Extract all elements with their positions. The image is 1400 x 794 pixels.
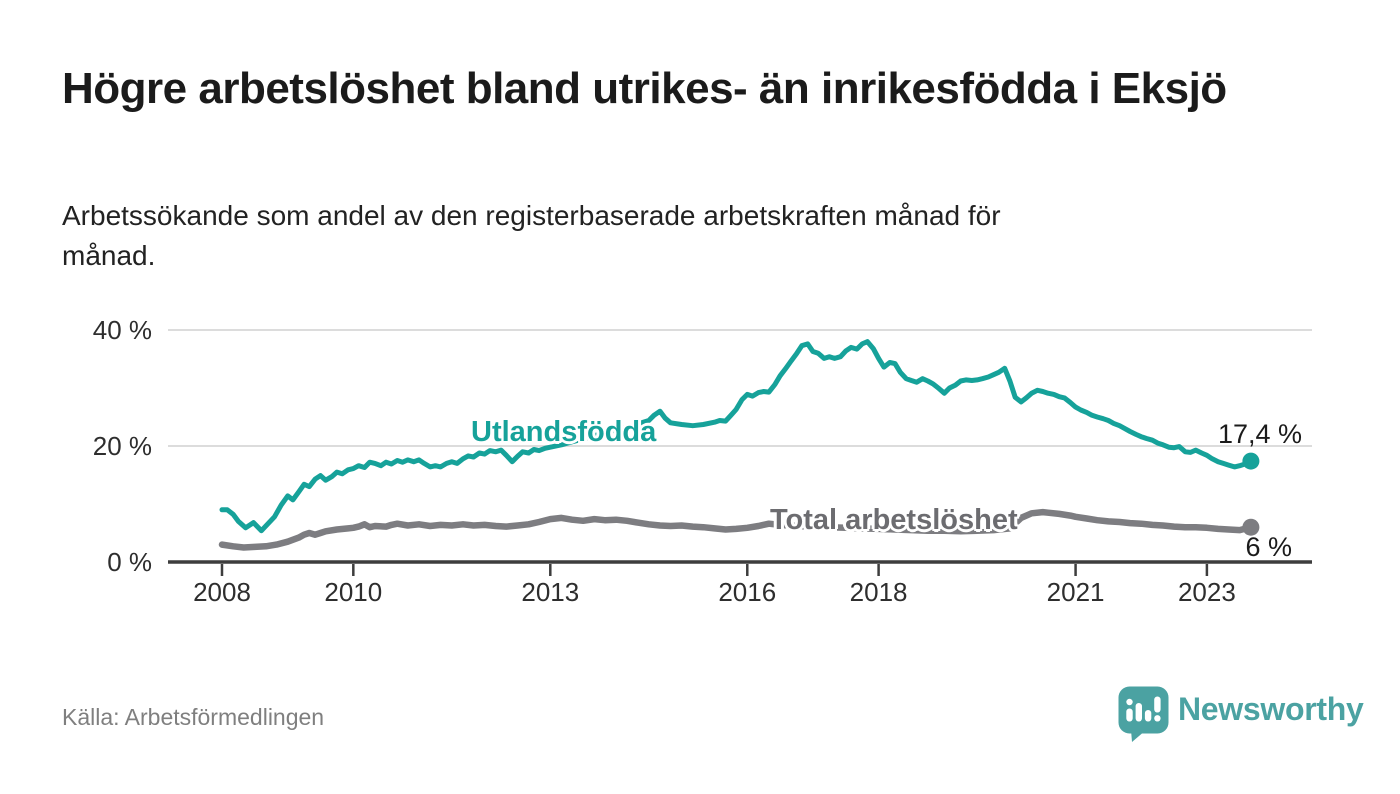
x-axis-label-2013: 2013 xyxy=(521,577,580,607)
chart-canvas xyxy=(168,329,1312,576)
end-value-label-utlandsfodda: 17,4 % xyxy=(1217,419,1302,449)
gridlines xyxy=(168,329,1312,564)
x-axis-label-2021: 2021 xyxy=(1046,577,1105,607)
end-value-label-total: 6 % xyxy=(1245,532,1292,562)
data-series-lines xyxy=(218,339,1255,551)
newsworthy-logo-text: Newsworthy xyxy=(1178,691,1364,727)
y-axis-label-40: 40 % xyxy=(92,315,152,345)
y-axis-label-20: 20 % xyxy=(92,431,152,461)
x-axis-label-2023: 2023 xyxy=(1177,577,1236,607)
x-axis-label-2008: 2008 xyxy=(193,577,251,607)
line-chart: 40 % 20 % 0 % 2008 2010 2013 2016 2018 2… xyxy=(0,300,1400,640)
x-axis-label-2016: 2016 xyxy=(718,577,777,607)
axis-ticks xyxy=(220,564,1209,576)
series-label-utlandsfodda: Utlandsfödda xyxy=(471,416,657,448)
source-attribution: Källa: Arbetsförmedlingen xyxy=(62,704,325,730)
series-label-total-arbetsloshet: Total arbetslöshet xyxy=(770,504,1018,536)
newsworthy-logo: Newsworthy xyxy=(1118,686,1364,742)
series-end-dots xyxy=(1242,452,1260,536)
x-axis-label-2018: 2018 xyxy=(849,577,908,607)
page-subtitle: Arbetssökande som andel av den registerb… xyxy=(62,200,1001,272)
y-axis-label-0: 0 % xyxy=(107,547,152,577)
page-title: Högre arbetslöshet bland utrikes- än inr… xyxy=(62,64,1227,113)
x-axis-label-2010: 2010 xyxy=(324,577,383,607)
newsworthy-logo-icon xyxy=(1118,686,1169,742)
